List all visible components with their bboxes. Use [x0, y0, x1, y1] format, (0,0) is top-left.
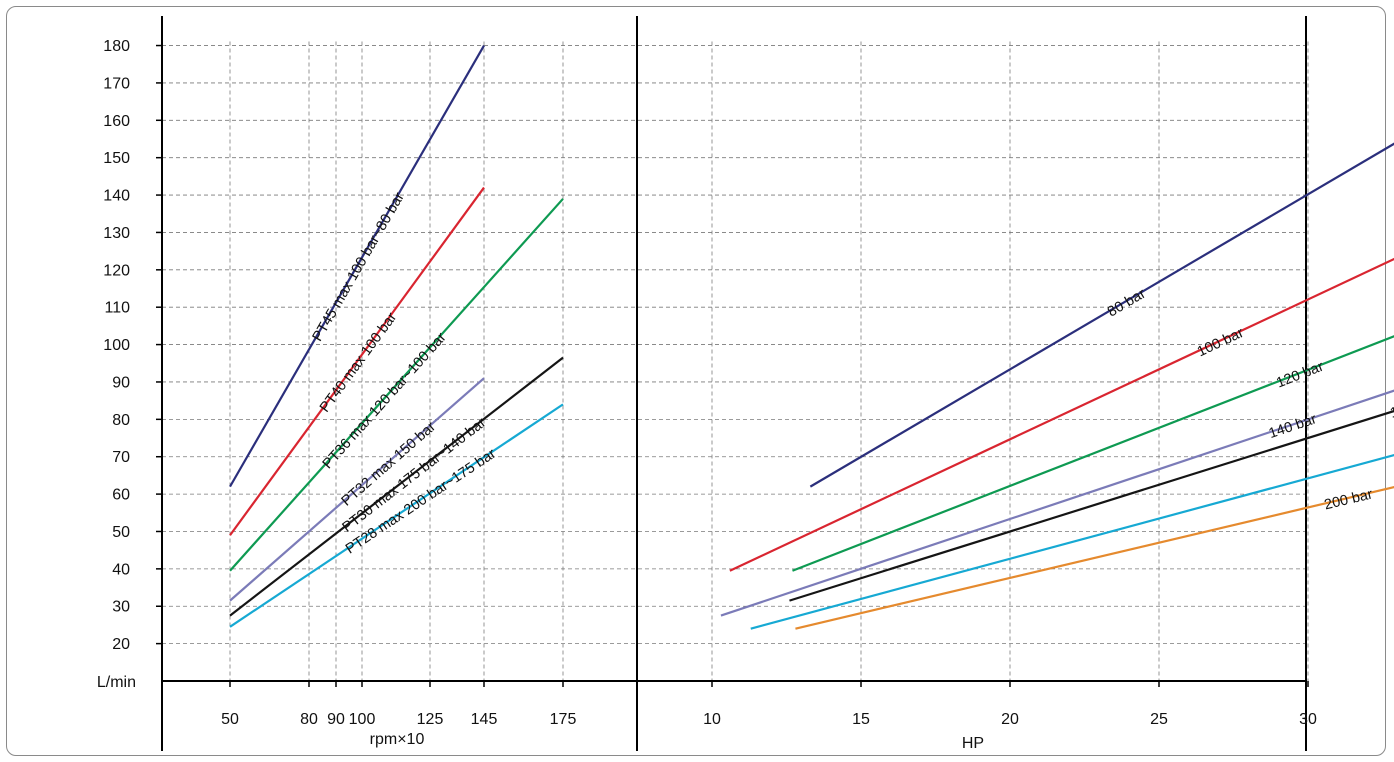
series-label: 100 bar [1195, 325, 1246, 360]
x-tick-label-right: 30 [1299, 711, 1317, 728]
series-label: 200 bar [1323, 486, 1375, 513]
series-line [229, 186, 485, 536]
x-tick-label-left: 175 [550, 711, 577, 728]
series-line [795, 485, 1394, 630]
x-tick-label-left: 125 [417, 711, 444, 728]
y-tick-label: 160 [103, 113, 130, 130]
y-tick-label: 130 [103, 225, 130, 242]
y-tick-label: 90 [112, 374, 130, 391]
x-tick-label-right: 20 [1001, 711, 1019, 728]
y-tick-label: 20 [112, 636, 130, 653]
y-tick-label: 140 [103, 188, 130, 205]
y-tick-label: 170 [103, 75, 130, 92]
series-line [229, 403, 564, 628]
series-line [750, 454, 1394, 630]
series-label: 120 bar [1274, 359, 1326, 392]
chart-frame [6, 6, 1386, 756]
series-line [229, 377, 485, 602]
x-tick-label-left: 80 [300, 711, 318, 728]
series-line [229, 198, 564, 572]
series-label: 80 bar [1105, 286, 1149, 321]
x-tick-label-left: 100 [349, 711, 376, 728]
series-line [229, 44, 485, 488]
series-line [720, 389, 1394, 617]
series-line [229, 356, 564, 617]
series-line [809, 142, 1394, 488]
x-axis-label-left: rpm×10 [370, 731, 425, 748]
x-tick-label-left: 50 [221, 711, 239, 728]
y-tick-label: 60 [112, 487, 130, 504]
y-tick-label: 80 [112, 412, 130, 429]
y-axis-label: L/min [97, 674, 136, 691]
series-line [789, 409, 1394, 602]
y-tick-label: 40 [112, 561, 130, 578]
x-tick-label-right: 15 [852, 711, 870, 728]
x-tick-label-left: 145 [471, 711, 498, 728]
y-tick-label: 180 [103, 38, 130, 55]
y-tick-label: 30 [112, 599, 130, 616]
series-line [729, 257, 1394, 572]
y-tick-label: 70 [112, 449, 130, 466]
y-tick-label: 50 [112, 524, 130, 541]
y-tick-label: 120 [103, 262, 130, 279]
x-tick-label-left: 90 [327, 711, 345, 728]
series-label: 150 bar [1388, 392, 1394, 422]
series-line [792, 335, 1394, 572]
x-tick-label-right: 25 [1150, 711, 1168, 728]
y-tick-label: 150 [103, 150, 130, 167]
x-axis-label-right: HP [962, 735, 984, 752]
y-tick-label: 110 [104, 300, 130, 317]
x-tick-label-right: 10 [703, 711, 721, 728]
y-tick-label: 100 [103, 337, 130, 354]
